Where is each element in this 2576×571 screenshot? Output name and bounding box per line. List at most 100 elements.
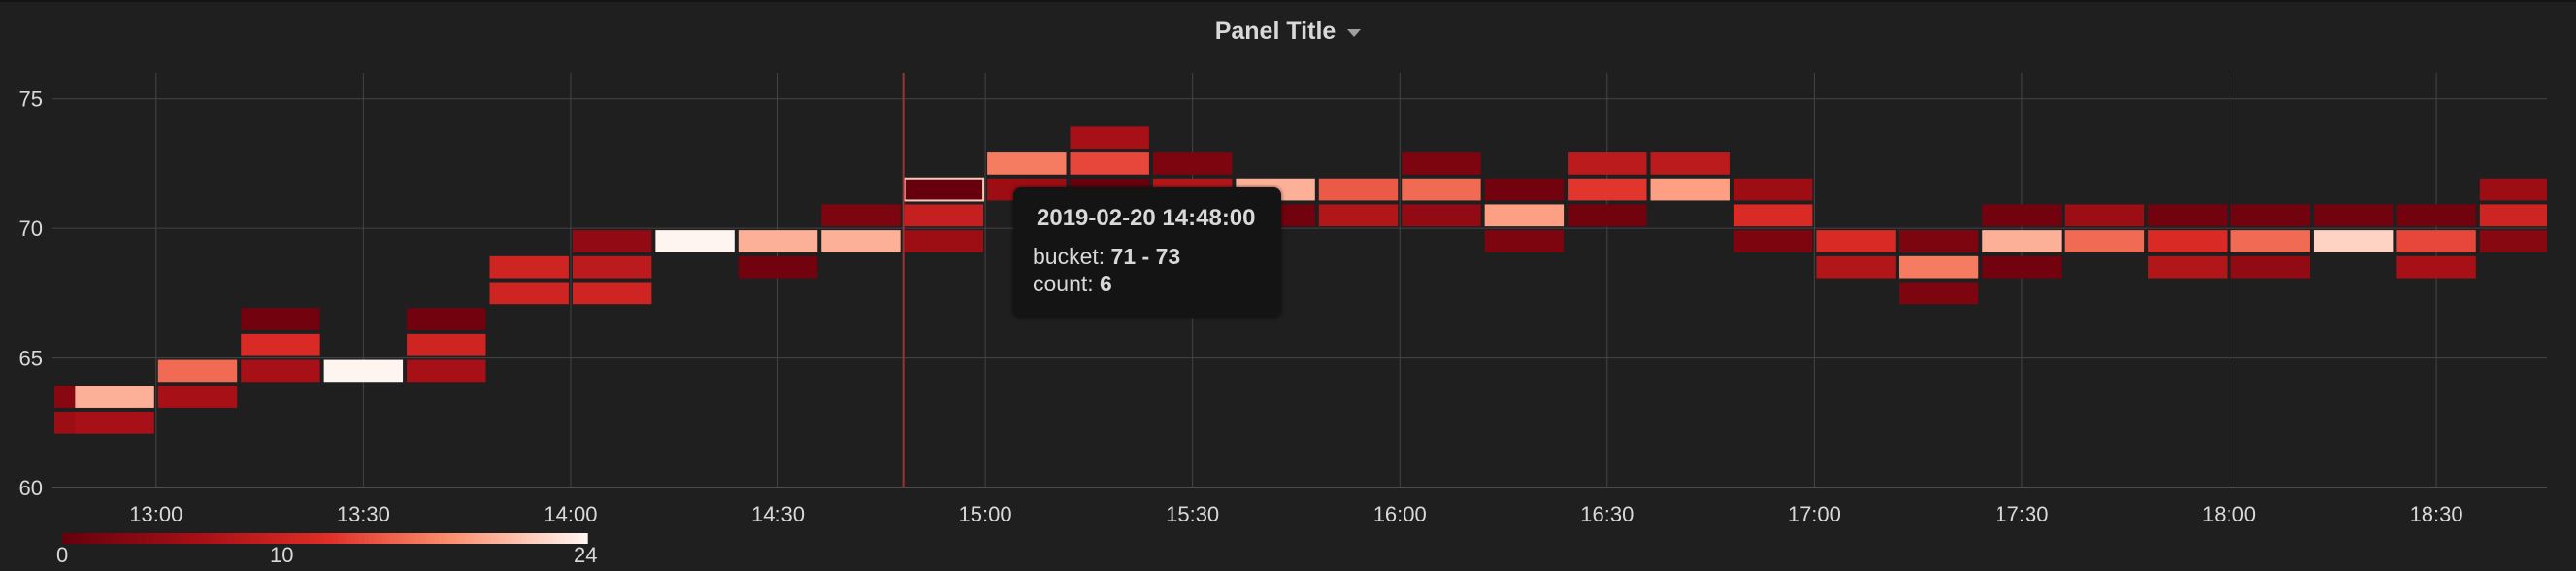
legend-swatch bbox=[556, 533, 562, 544]
legend-swatch bbox=[355, 533, 361, 544]
legend-swatch bbox=[574, 533, 579, 544]
heatmap-cell bbox=[2230, 204, 2310, 227]
x-tick-label: 15:00 bbox=[959, 502, 1012, 526]
heatmap-cell bbox=[489, 255, 569, 279]
x-tick-label: 14:00 bbox=[544, 502, 597, 526]
legend-swatch bbox=[368, 533, 374, 544]
heatmap-cell bbox=[1070, 152, 1149, 175]
heatmap-cell bbox=[2479, 178, 2547, 201]
heatmap-cell bbox=[157, 386, 238, 408]
heatmap-cell bbox=[821, 230, 901, 252]
heatmap-cell bbox=[1899, 230, 1979, 252]
legend-swatch bbox=[237, 533, 243, 544]
heatmap-cells bbox=[54, 73, 2547, 487]
x-tick-label: 18:00 bbox=[2202, 502, 2256, 526]
legend-swatch bbox=[110, 533, 116, 544]
legend-swatch bbox=[267, 533, 274, 544]
tooltip-count-value: 6 bbox=[1100, 271, 1112, 296]
legend-swatch bbox=[551, 533, 558, 544]
legend-swatch bbox=[254, 533, 260, 544]
legend-swatch bbox=[215, 533, 220, 544]
panel-header[interactable]: Panel Title bbox=[0, 10, 2576, 52]
chevron-down-icon[interactable] bbox=[1347, 29, 1362, 37]
legend-swatch bbox=[118, 533, 124, 544]
chart-grid bbox=[52, 73, 2547, 488]
legend-swatch bbox=[495, 533, 501, 544]
panel-title[interactable]: Panel Title bbox=[1214, 17, 1337, 45]
y-axis-labels: 60 65 70 75 bbox=[19, 87, 43, 500]
heatmap-cell bbox=[407, 359, 486, 383]
heatmap-cell bbox=[2313, 204, 2394, 227]
legend-swatch bbox=[62, 533, 68, 544]
legend-swatch bbox=[569, 533, 576, 544]
heatmap-cell bbox=[1816, 230, 1896, 252]
y-tick-label: 65 bbox=[19, 347, 43, 371]
heatmap-cell bbox=[241, 308, 320, 330]
legend-swatch bbox=[478, 533, 483, 544]
legend-swatch bbox=[560, 533, 567, 544]
heatmap-cell bbox=[1152, 152, 1233, 175]
legend-swatch bbox=[80, 533, 85, 544]
legend-swatch bbox=[390, 533, 396, 544]
legend-swatch bbox=[158, 533, 164, 544]
legend-swatch bbox=[521, 533, 527, 544]
legend-swatch bbox=[188, 533, 194, 544]
heatmap-cell bbox=[1733, 204, 1813, 227]
legend-swatch bbox=[446, 533, 452, 544]
legend-swatch bbox=[399, 533, 405, 544]
x-tick-label: 15:30 bbox=[1166, 502, 1219, 526]
legend-swatch bbox=[490, 533, 497, 544]
heatmap-cell bbox=[1484, 204, 1565, 227]
legend-swatch bbox=[516, 533, 523, 544]
heatmap-cell bbox=[1568, 204, 1647, 227]
legend-swatch bbox=[149, 533, 155, 544]
legend-swatch bbox=[311, 533, 317, 544]
y-tick-label: 70 bbox=[19, 217, 43, 241]
legend-swatch bbox=[180, 533, 185, 544]
legend-swatch bbox=[307, 533, 313, 544]
tooltip-bucket-value: 71 - 73 bbox=[1110, 244, 1181, 269]
legend-swatch bbox=[88, 533, 94, 544]
legend-swatch bbox=[92, 533, 98, 544]
legend-swatch bbox=[429, 533, 435, 544]
legend-swatch bbox=[319, 533, 326, 544]
heatmap-cell bbox=[1982, 230, 2062, 252]
legend-swatch bbox=[83, 533, 89, 544]
legend-swatch bbox=[539, 533, 545, 544]
color-legend bbox=[62, 533, 588, 544]
x-tick-label: 16:30 bbox=[1580, 502, 1634, 526]
legend-swatch bbox=[289, 533, 295, 544]
x-tick-label: 17:30 bbox=[1995, 502, 2048, 526]
x-tick-label: 13:00 bbox=[129, 502, 182, 526]
legend-swatch bbox=[582, 533, 588, 544]
legend-swatch bbox=[342, 533, 347, 544]
legend-swatch bbox=[241, 533, 248, 544]
tooltip-bucket: bucket: 71 - 73 bbox=[1033, 244, 1180, 270]
heatmap-cell bbox=[1318, 178, 1399, 201]
legend-swatch bbox=[223, 533, 230, 544]
x-tick-label: 13:30 bbox=[337, 502, 390, 526]
heatmap-cell bbox=[1484, 178, 1565, 201]
legend-swatch bbox=[347, 533, 352, 544]
heatmap-cell bbox=[75, 386, 154, 408]
legend-tick-mid: 10 bbox=[270, 543, 294, 567]
tooltip-count-label: count: bbox=[1033, 271, 1094, 296]
legend-swatch bbox=[565, 533, 571, 544]
legend-swatch bbox=[329, 533, 335, 544]
heatmap-cell bbox=[2396, 255, 2476, 279]
legend-swatch bbox=[219, 533, 225, 544]
legend-swatch bbox=[106, 533, 112, 544]
legend-swatch bbox=[232, 533, 239, 544]
heatmap-cell bbox=[241, 359, 320, 383]
heatmap-cell bbox=[1733, 230, 1813, 252]
legend-swatch bbox=[101, 533, 107, 544]
heatmap-cell bbox=[2064, 230, 2145, 252]
heatmap-cell bbox=[904, 178, 984, 201]
legend-swatch bbox=[333, 533, 339, 544]
y-tick-label: 75 bbox=[19, 87, 43, 112]
heatmap-cell bbox=[1568, 152, 1647, 175]
legend-swatch bbox=[504, 533, 510, 544]
legend-swatch bbox=[434, 533, 440, 544]
